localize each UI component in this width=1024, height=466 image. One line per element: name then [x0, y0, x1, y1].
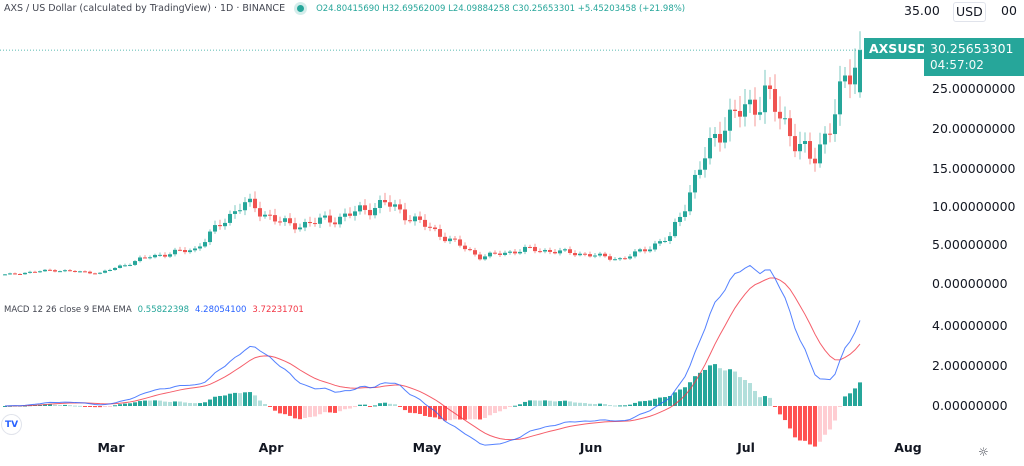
market-status-icon	[297, 5, 305, 12]
macd-title: MACD 12 26 close 9 EMA EMA	[4, 305, 132, 315]
time-axis-jun: Jun	[579, 440, 603, 455]
macd-signal-value: 3.72231701	[252, 305, 304, 315]
currency-button[interactable]: USD	[953, 2, 986, 22]
last-price-tag: 30.25653301 04:57:02	[924, 38, 1024, 76]
bar-countdown: 04:57:02	[930, 58, 984, 72]
symbol-title: AXS / US Dollar (calculated by TradingVi…	[4, 3, 286, 14]
settings-gear-icon[interactable]: ☼	[978, 445, 989, 459]
time-axis-mar: Mar	[97, 440, 125, 455]
tradingview-logo-icon[interactable]: TV	[2, 415, 21, 434]
price-axis-label-15: 15.00000000	[932, 161, 1016, 176]
time-axis-apr: Apr	[258, 440, 284, 455]
macd-legend: MACD 12 26 close 9 EMA EMA 0.55822398 4.…	[4, 305, 304, 315]
ohlc-values: O24.80415690 H32.69562009 L24.09884258 C…	[316, 3, 686, 14]
time-axis-may: May	[412, 440, 442, 455]
macd-line-value: 4.28054100	[195, 305, 247, 315]
price-axis-label-25: 25.00000000	[932, 81, 1016, 96]
time-axis-jul: Jul	[737, 440, 755, 455]
last-price-value: 30.25653301	[930, 41, 1014, 56]
price-axis-label-20: 20.00000000	[932, 121, 1016, 136]
price-axis-label-5: 5.00000000	[932, 237, 1008, 252]
price-axis-label-10: 10.00000000	[932, 199, 1016, 214]
price-axis-label-0: 0.00000000	[932, 276, 1008, 291]
time-axis-aug: Aug	[894, 440, 922, 455]
price-axis-label-suffix: 00	[1001, 3, 1017, 18]
macd-axis-label-4: 4.00000000	[932, 318, 1008, 333]
macd-axis-label-2: 2.00000000	[932, 358, 1008, 373]
symbol-price-tag: AXSUSD	[864, 38, 932, 59]
macd-axis-label-0: 0.00000000	[932, 398, 1008, 413]
price-axis-label-35: 35.00	[904, 3, 940, 18]
macd-histogram-value: 0.55822398	[137, 305, 190, 315]
chart-legend: AXS / US Dollar (calculated by TradingVi…	[4, 3, 685, 14]
